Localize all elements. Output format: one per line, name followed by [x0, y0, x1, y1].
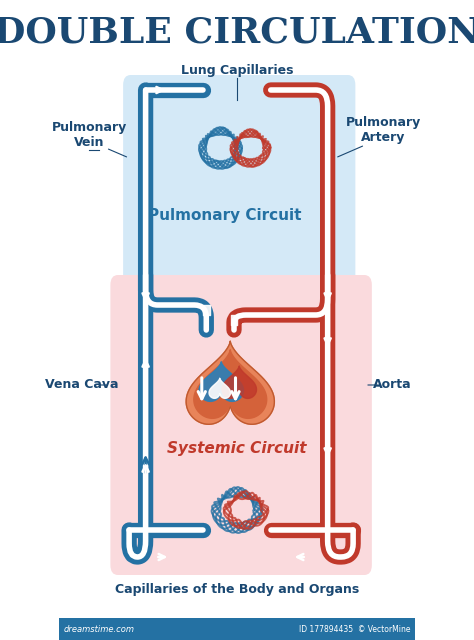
Text: Vena Cava: Vena Cava: [45, 378, 118, 392]
Text: Pulmonary Circuit: Pulmonary Circuit: [147, 207, 301, 223]
Polygon shape: [194, 349, 267, 419]
Text: Systemic Circuit: Systemic Circuit: [167, 440, 307, 456]
Text: Pulmonary
Vein: Pulmonary Vein: [52, 121, 127, 149]
Polygon shape: [222, 366, 256, 399]
Text: ID 177894435  © VectorMine: ID 177894435 © VectorMine: [299, 625, 410, 634]
FancyBboxPatch shape: [110, 275, 372, 575]
Text: Capillaries of the Body and Organs: Capillaries of the Body and Organs: [115, 584, 359, 596]
Bar: [59, 618, 415, 640]
Text: Aorta: Aorta: [373, 378, 411, 392]
Polygon shape: [199, 362, 244, 401]
Text: DOUBLE CIRCULATION: DOUBLE CIRCULATION: [0, 15, 474, 49]
FancyBboxPatch shape: [123, 75, 356, 285]
Text: Lung Capillaries: Lung Capillaries: [181, 63, 293, 77]
Polygon shape: [209, 378, 230, 398]
Text: Pulmonary
Artery: Pulmonary Artery: [346, 116, 421, 144]
Polygon shape: [186, 341, 274, 424]
Text: dreamstime.com: dreamstime.com: [64, 625, 135, 634]
